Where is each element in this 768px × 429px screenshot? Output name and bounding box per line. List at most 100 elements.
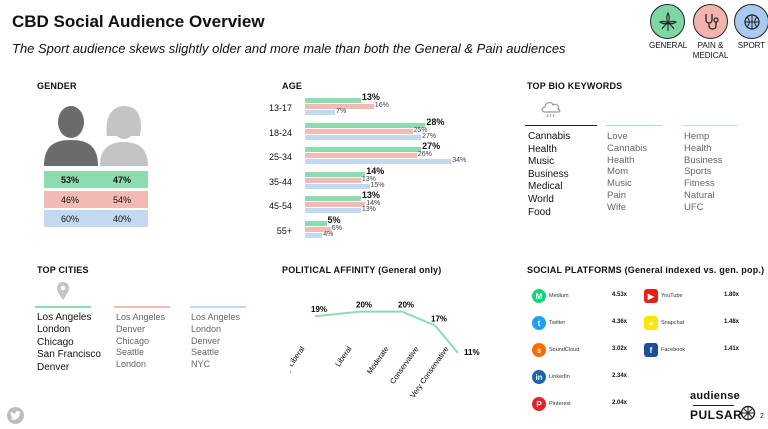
social-platform-name: Pinterest <box>549 401 571 407</box>
keyword-item: UFC <box>684 201 704 213</box>
age-bar-general <box>305 98 361 103</box>
political-category-label: Liberal <box>333 344 353 368</box>
age-value-label: 25% <box>413 126 428 134</box>
keyword-item: Food <box>528 206 551 218</box>
age-value-label: 14% <box>366 165 385 176</box>
snapchat-icon[interactable]: ● <box>644 316 658 330</box>
gender-male-value: 53% <box>60 174 79 185</box>
male-silhouette-icon <box>44 106 98 166</box>
audiense-logo: audiense <box>690 390 741 402</box>
social-platform-name: YouTube <box>661 293 683 299</box>
city-item: Chicago <box>116 335 150 346</box>
gender-male-value: 46% <box>60 194 79 205</box>
age-bar-sport <box>305 208 361 213</box>
social-title: SOCIAL PLATFORMS (General indexed vs. ge… <box>527 265 765 275</box>
keyword-item: Business <box>684 154 723 166</box>
age-value-label: 14% <box>366 200 381 207</box>
age-value-label: 15% <box>370 181 385 189</box>
age-value-label: 7% <box>336 108 347 115</box>
age-value-label: 28% <box>426 116 445 127</box>
political-value-label: 20% <box>398 301 414 310</box>
youtube-icon[interactable]: ▶ <box>644 289 658 303</box>
age-group-label: 13-17 <box>268 103 292 113</box>
location-pin-icon <box>57 282 69 300</box>
cities-pain-list: Los Angeles Denver Chicago Seattle Londo… <box>116 312 165 371</box>
city-item: Los Angeles <box>191 312 241 322</box>
city-item: Denver <box>37 361 70 373</box>
social-platform-name: Twitter <box>549 320 566 326</box>
pulsar-logo: PULSAR <box>690 408 743 422</box>
keyword-item: Health <box>684 142 712 154</box>
city-item: Seattle <box>191 347 220 358</box>
cannabis-leaf-icon <box>650 4 685 39</box>
age-group-label: 45-54 <box>268 201 292 211</box>
page-number: 2 <box>760 413 764 420</box>
cities-general-rule <box>35 306 91 308</box>
keywords-general-list: Cannabis Health Music Business Medical W… <box>528 131 570 219</box>
keyword-item: Cannabis <box>607 142 648 154</box>
keyword-item: World <box>528 193 554 205</box>
political-value-label: 19% <box>311 305 327 314</box>
social-platform-index: 3.02x <box>612 346 628 352</box>
city-item: Chicago <box>37 336 74 348</box>
age-bar-pain <box>305 153 417 158</box>
age-bar-sport <box>305 159 452 164</box>
age-value-label: 13% <box>361 175 376 183</box>
age-value-label: 26% <box>417 151 432 158</box>
pinterest-icon[interactable]: P <box>532 397 546 411</box>
age-value-label: 27% <box>422 141 441 151</box>
age-bar-sport <box>305 110 336 115</box>
political-title: POLITICAL AFFINITY (General only) <box>282 265 442 275</box>
segment-sport: SPORT <box>733 4 768 51</box>
segment-general-label: GENERAL <box>649 41 688 50</box>
gender-row-general: 53% 47% <box>44 171 148 188</box>
twitter-icon[interactable]: t <box>532 316 546 330</box>
social-platform-index: 2.04x <box>612 400 628 406</box>
keywords-pain-rule <box>606 125 662 126</box>
age-value-label: 6% <box>331 224 342 232</box>
age-bar-general <box>305 196 361 201</box>
social-platform-name: Facebook <box>661 347 686 353</box>
social-platform-name: LinkedIn <box>549 374 570 380</box>
age-title: AGE <box>282 81 303 91</box>
keyword-item: Music <box>528 156 555 168</box>
age-value-label: 13% <box>361 206 376 213</box>
keyword-item: Medical <box>528 181 563 193</box>
social-platform-index: 4.53x <box>612 292 628 298</box>
age-value-label: 5% <box>327 214 341 225</box>
keyword-item: Sports <box>684 166 712 178</box>
gender-female-value: 47% <box>112 174 131 185</box>
twitter-icon[interactable] <box>7 407 24 424</box>
social-platform-index: 4.36x <box>612 319 628 325</box>
linkedin-icon[interactable]: in <box>532 370 546 384</box>
age-group-label: 25-34 <box>268 152 292 162</box>
keywords-pain-list: Love Cannabis Health Mom Music Pain Wife <box>607 131 647 214</box>
keyword-item: Hemp <box>684 131 710 142</box>
cloud-icon <box>541 101 561 118</box>
stethoscope-icon <box>693 4 728 39</box>
social-platform-index: 1.41x <box>724 346 740 352</box>
keyword-item: Health <box>607 154 635 166</box>
gender-row-sport: 60% 40% <box>44 210 148 227</box>
soundcloud-icon[interactable]: s <box>532 343 546 357</box>
gender-title: GENDER <box>37 81 77 91</box>
cities-general-list: Los Angeles London Chicago San Francisco… <box>37 312 101 374</box>
keyword-item: Mom <box>607 166 629 178</box>
gender-female-value: 54% <box>112 194 131 205</box>
age-bar-sport <box>305 183 370 189</box>
age-value-label: 27% <box>422 132 437 140</box>
segment-sport-label: SPORT <box>737 41 766 50</box>
age-value-label: 13% <box>361 92 380 102</box>
medium-icon[interactable]: M <box>532 289 546 303</box>
logo-divider <box>693 405 734 406</box>
keyword-item: Natural <box>684 189 715 201</box>
city-item: London <box>116 359 147 370</box>
political-category-label: Conservative <box>388 345 420 386</box>
page-subtitle: The Sport audience skews slightly older … <box>12 41 566 56</box>
city-item: Los Angeles <box>37 312 92 323</box>
age-value-label: 4% <box>323 230 334 238</box>
political-line <box>314 310 459 354</box>
city-item: London <box>37 324 71 336</box>
facebook-icon[interactable]: f <box>644 343 658 357</box>
sports-ball-icon <box>734 4 768 39</box>
